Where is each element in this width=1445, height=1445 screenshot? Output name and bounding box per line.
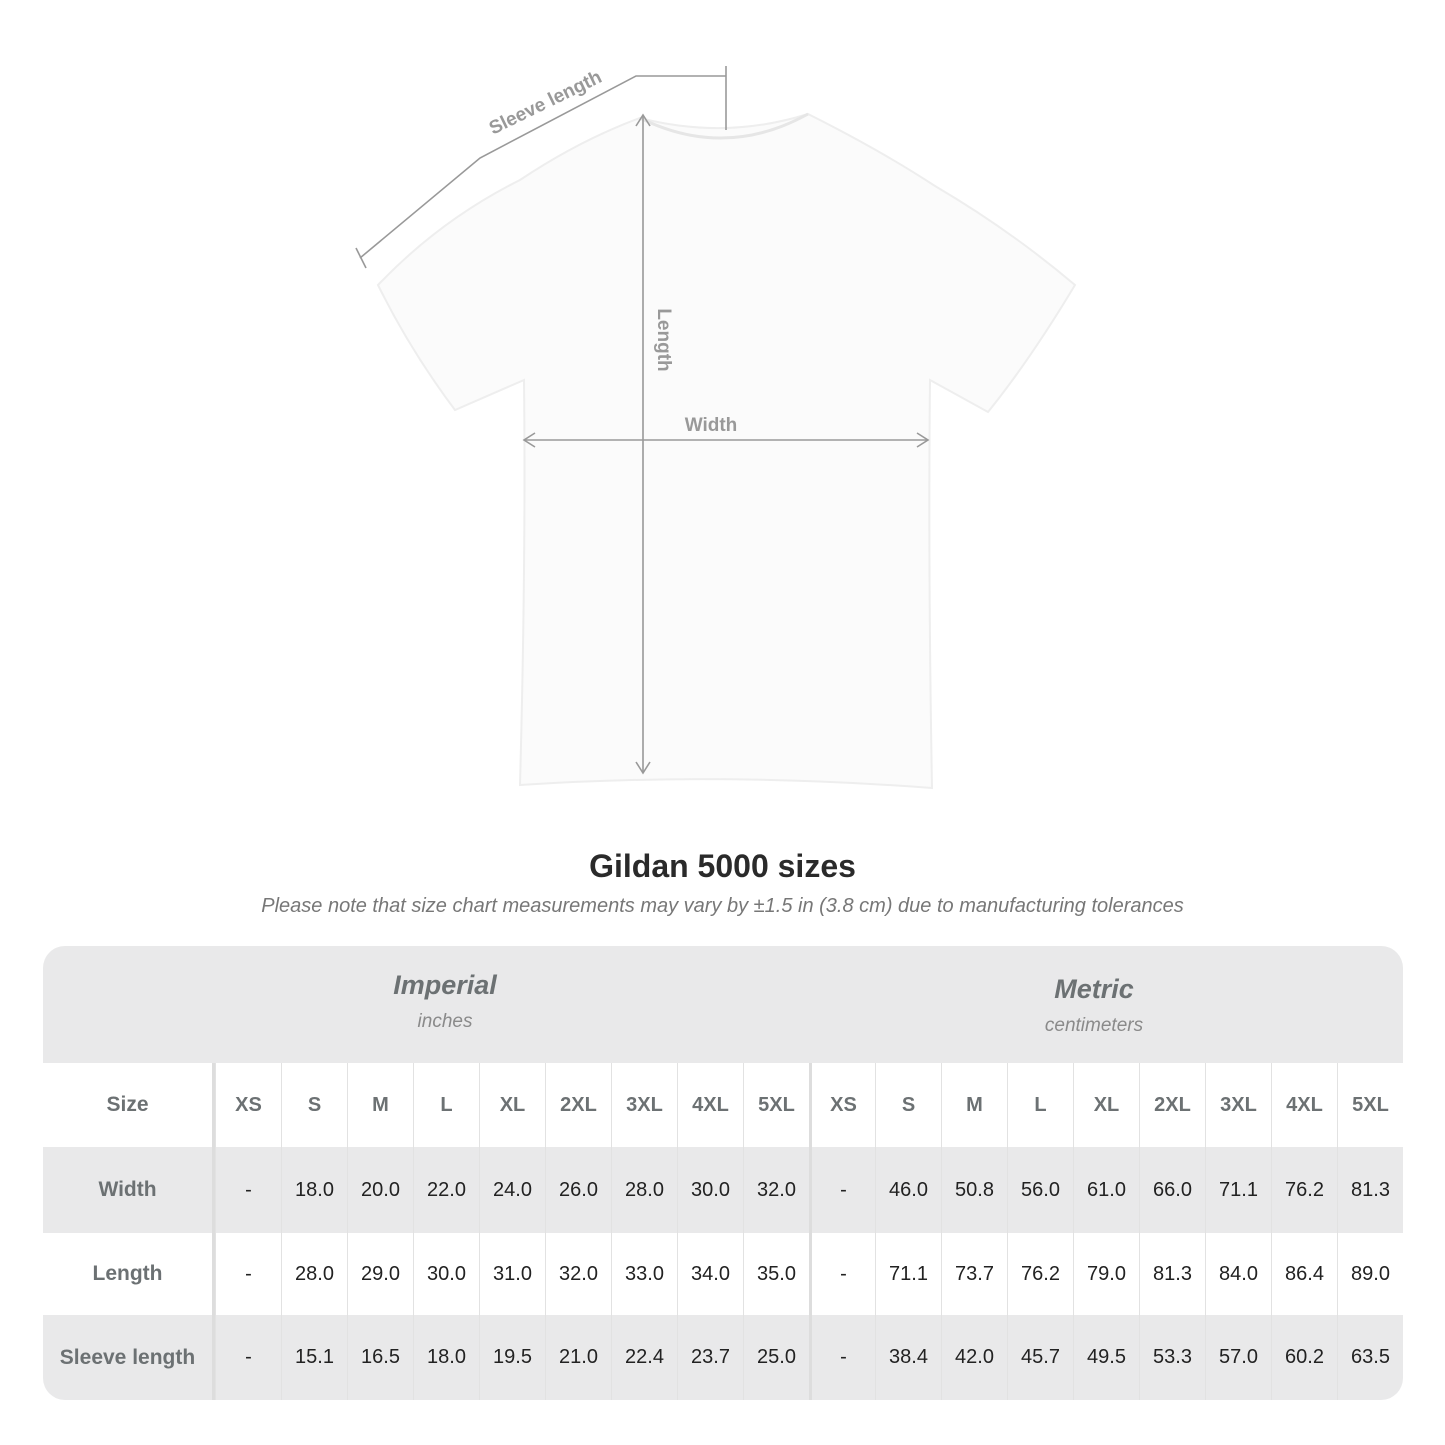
imperial-value: 23.7	[677, 1315, 743, 1400]
metric-size-S: S	[875, 1063, 941, 1147]
imperial-size-5XL: 5XL	[743, 1063, 809, 1147]
imperial-value: 29.0	[347, 1233, 413, 1315]
size-label: Size	[43, 1063, 215, 1147]
imperial-value: 30.0	[413, 1233, 479, 1315]
imperial-value: 15.1	[281, 1315, 347, 1400]
table-row: Length -28.0 29.0 30.0 31.0 32.0 33.0 34.0 35.0-…	[43, 1233, 1403, 1315]
table-header: Imperial inches Metric centimeters	[43, 946, 1403, 1063]
metric-size-M: M	[941, 1063, 1007, 1147]
tshirt-image	[376, 112, 1077, 790]
metric-size-XS: XS	[809, 1063, 875, 1147]
metric-size-XL: XL	[1073, 1063, 1139, 1147]
metric-value: -	[809, 1315, 875, 1400]
metric-value: 71.1	[1205, 1147, 1271, 1233]
measure-lines	[355, 66, 930, 775]
metric-size-2XL: 2XL	[1139, 1063, 1205, 1147]
metric-title: Metric	[1054, 974, 1134, 1004]
metric-value: 73.7	[941, 1233, 1007, 1315]
sleeve-length-label: Sleeve length	[486, 67, 605, 140]
imperial-value: 18.0	[413, 1315, 479, 1400]
imperial-value: 19.5	[479, 1315, 545, 1400]
imperial-value: 31.0	[479, 1233, 545, 1315]
row-label: Length	[43, 1233, 215, 1315]
imperial-value: 22.4	[611, 1315, 677, 1400]
metric-size-L: L	[1007, 1063, 1073, 1147]
metric-value: 81.3	[1337, 1147, 1403, 1233]
metric-value: 46.0	[875, 1147, 941, 1233]
metric-value: 61.0	[1073, 1147, 1139, 1233]
metric-value: 42.0	[941, 1315, 1007, 1400]
imperial-value: -	[215, 1233, 281, 1315]
row-label: Width	[43, 1147, 215, 1233]
imperial-value: 33.0	[611, 1233, 677, 1315]
metric-header: Metric centimeters	[809, 974, 1379, 1037]
metric-size-4XL: 4XL	[1271, 1063, 1337, 1147]
row-label: Sleeve length	[43, 1315, 215, 1400]
metric-value: -	[809, 1233, 875, 1315]
metric-value: 50.8	[941, 1147, 1007, 1233]
metric-value: 57.0	[1205, 1315, 1271, 1400]
imperial-header: Imperial inches	[215, 970, 675, 1033]
tshirt-diagram: Sleeve length Length Width	[355, 66, 1077, 790]
imperial-size-L: L	[413, 1063, 479, 1147]
imperial-unit: inches	[417, 1011, 473, 1032]
imperial-size-3XL: 3XL	[611, 1063, 677, 1147]
imperial-value: 16.5	[347, 1315, 413, 1400]
width-label: Width	[685, 415, 738, 436]
size-table: Imperial inches Metric centimeters Size X…	[43, 946, 1403, 1400]
imperial-size-M: M	[347, 1063, 413, 1147]
imperial-value: 35.0	[743, 1233, 809, 1315]
imperial-value: 28.0	[281, 1233, 347, 1315]
imperial-size-XL: XL	[479, 1063, 545, 1147]
imperial-value: 21.0	[545, 1315, 611, 1400]
metric-value: 89.0	[1337, 1233, 1403, 1315]
imperial-value: 26.0	[545, 1147, 611, 1233]
imperial-value: 24.0	[479, 1147, 545, 1233]
imperial-value: 20.0	[347, 1147, 413, 1233]
imperial-value: 30.0	[677, 1147, 743, 1233]
imperial-size-XS: XS	[215, 1063, 281, 1147]
metric-value: -	[809, 1147, 875, 1233]
imperial-value: -	[215, 1315, 281, 1400]
metric-size-5XL: 5XL	[1337, 1063, 1403, 1147]
imperial-value: 22.0	[413, 1147, 479, 1233]
metric-value: 71.1	[875, 1233, 941, 1315]
metric-value: 53.3	[1139, 1315, 1205, 1400]
length-label: Length	[653, 308, 674, 371]
imperial-size-2XL: 2XL	[545, 1063, 611, 1147]
metric-value: 81.3	[1139, 1233, 1205, 1315]
tolerance-note: Please note that size chart measurements…	[261, 895, 1184, 917]
size-header-row: Size XS S M L XL 2XL 3XL 4XL 5XL XS S M L XL 2XL 3XL 4XL 5…	[43, 1063, 1403, 1147]
metric-value: 60.2	[1271, 1315, 1337, 1400]
imperial-value: 32.0	[545, 1233, 611, 1315]
imperial-size-S: S	[281, 1063, 347, 1147]
metric-value: 56.0	[1007, 1147, 1073, 1233]
metric-value: 76.2	[1007, 1233, 1073, 1315]
imperial-title: Imperial	[393, 970, 497, 1000]
metric-value: 49.5	[1073, 1315, 1139, 1400]
metric-value: 63.5	[1337, 1315, 1403, 1400]
metric-value: 66.0	[1139, 1147, 1205, 1233]
table-row: Sleeve length -15.1 16.5 18.0 19.5 21.0 22.4 23…	[43, 1315, 1403, 1400]
imperial-value: 25.0	[743, 1315, 809, 1400]
imperial-size-4XL: 4XL	[677, 1063, 743, 1147]
imperial-value: 18.0	[281, 1147, 347, 1233]
metric-size-3XL: 3XL	[1205, 1063, 1271, 1147]
imperial-value: 28.0	[611, 1147, 677, 1233]
imperial-value: 32.0	[743, 1147, 809, 1233]
metric-value: 76.2	[1271, 1147, 1337, 1233]
metric-unit: centimeters	[1044, 1015, 1144, 1036]
metric-value: 86.4	[1271, 1233, 1337, 1315]
table-row: Width -18.0 20.0 22.0 24.0 26.0 28.0 30.0 32.0-4…	[43, 1147, 1403, 1233]
page-title: Gildan 5000 sizes	[589, 848, 856, 884]
metric-value: 45.7	[1007, 1315, 1073, 1400]
metric-value: 79.0	[1073, 1233, 1139, 1315]
imperial-value: -	[215, 1147, 281, 1233]
metric-value: 38.4	[875, 1315, 941, 1400]
metric-value: 84.0	[1205, 1233, 1271, 1315]
imperial-value: 34.0	[677, 1233, 743, 1315]
